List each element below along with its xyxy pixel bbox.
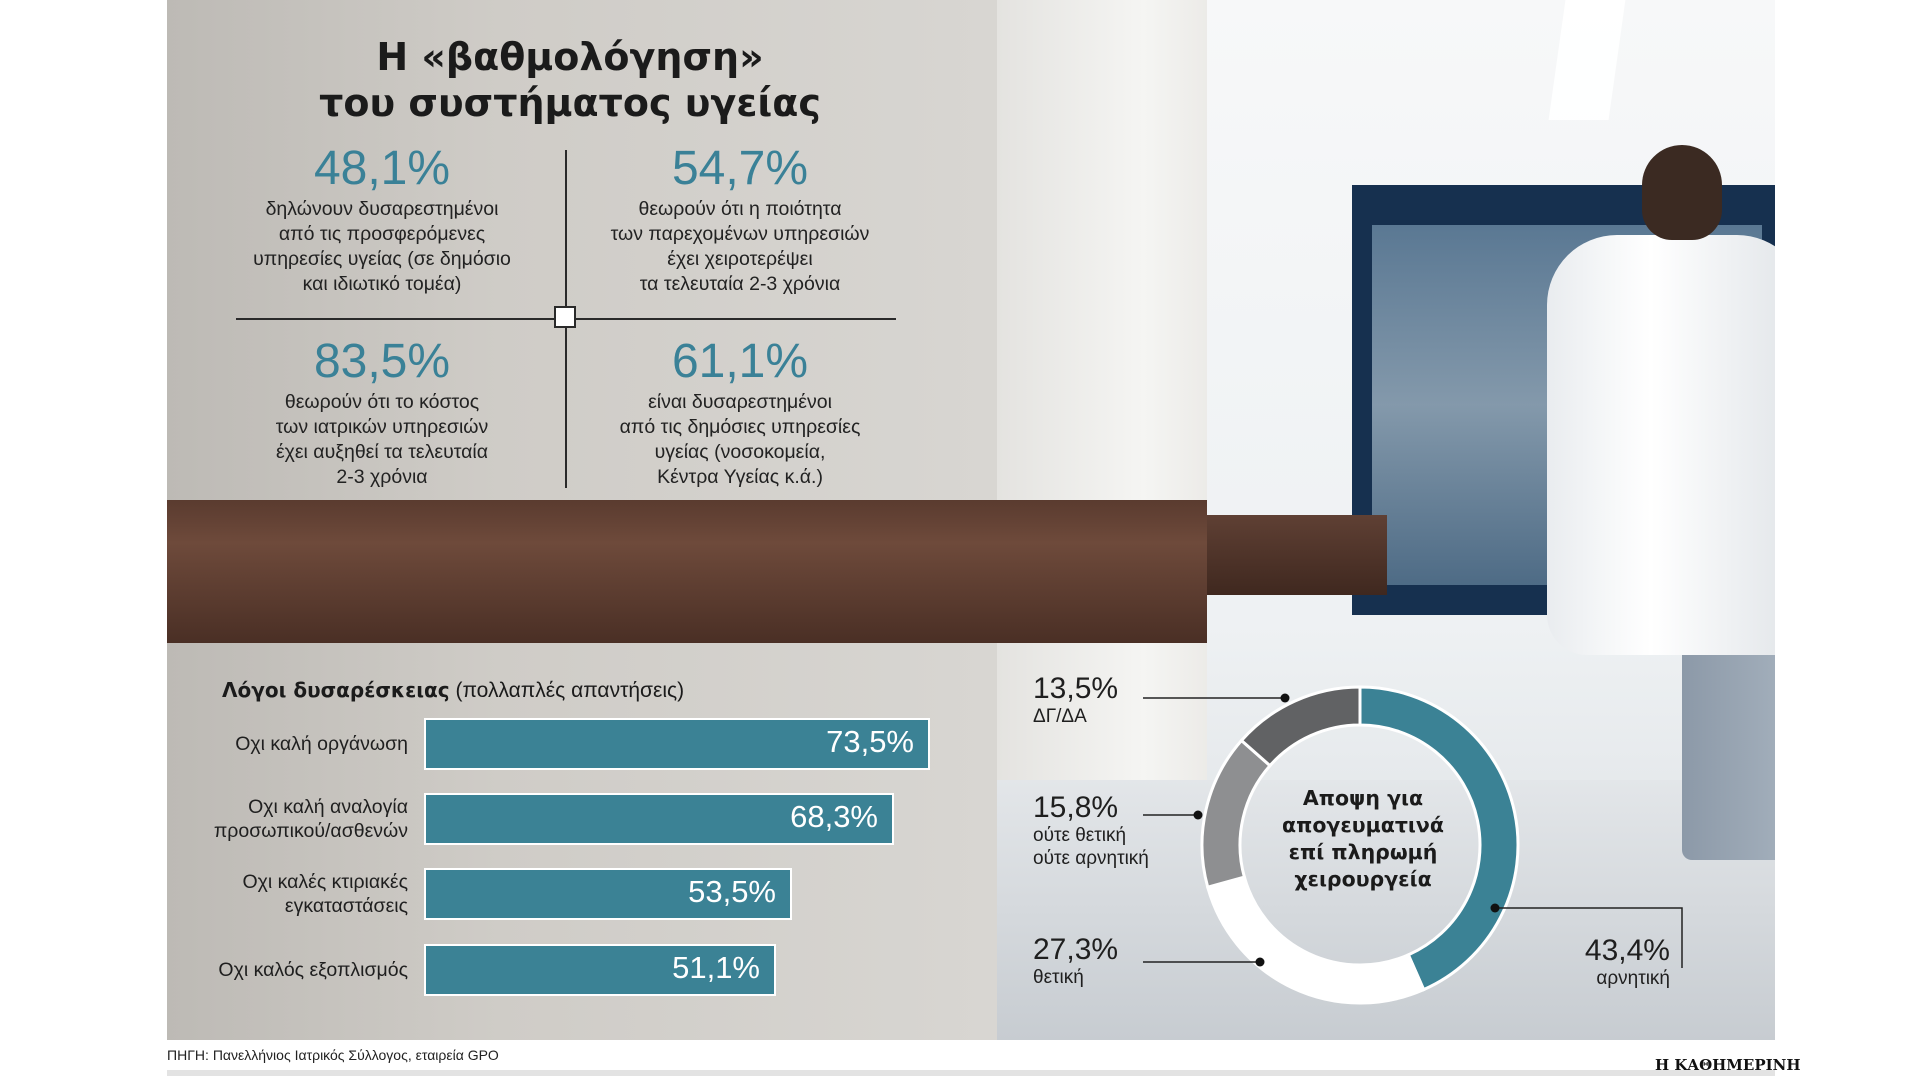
donut-slice-value: 27,3% (1033, 933, 1119, 966)
stat-dissatisfied-services: 48,1% δηλώνουν δυσαρεστημένοι από τις πρ… (202, 143, 562, 297)
bar-value-label: 53,5% (688, 874, 776, 909)
donut-slice-category: ΔΓ/ΔΑ (1033, 706, 1087, 727)
stat-description: δηλώνουν δυσαρεστημένοι από τις προσφερό… (253, 198, 511, 295)
bar-value-label: 73,5% (826, 724, 914, 759)
donut-slice-label: 27,3% θετική (1033, 934, 1233, 989)
stat-value: 83,5% (313, 335, 451, 388)
stat-description: είναι δυσαρεστημένοι από τις δημόσιες υπ… (619, 391, 861, 488)
source-note: ΠΗΓΗ: Πανελλήνιος Ιατρικός Σύλλογος, ετα… (167, 1047, 499, 1063)
donut-slice-category: ούτε θετική (1033, 825, 1127, 846)
donut-slice-label: 13,5% ΔΓ/ΔΑ (1033, 673, 1233, 728)
bar-chart-subtitle: (πολλαπλές απαντήσεις) (455, 679, 685, 702)
main-title-line-2: του συστήματος υγείας (319, 81, 821, 125)
stat-value: 54,7% (671, 142, 809, 195)
bar: 51,1% (424, 944, 776, 996)
donut-center-title: Αποψη για απογευματινά επί πληρωμή χειρο… (1282, 786, 1444, 891)
donut-slice-category: ούτε αρνητική (1033, 848, 1149, 869)
stat-quality-worsened: 54,7% θεωρούν ότι η ποιότητα των παρεχομ… (560, 143, 920, 297)
stat-dissatisfied-public: 61,1% είναι δυσαρεστημένοι από τις δημόσ… (560, 336, 920, 490)
main-title-line-1: Η «βαθμολόγηση» (376, 35, 764, 79)
bar: 73,5% (424, 718, 930, 770)
doctor-legs (1682, 640, 1775, 860)
stat-description: θεωρούν ότι το κόστος των ιατρικών υπηρε… (275, 391, 489, 488)
doctor-coat (1547, 235, 1775, 655)
stat-value: 61,1% (671, 335, 809, 388)
donut-slice-category: θετική (1033, 967, 1084, 988)
background-photo (167, 0, 1775, 1040)
quadrant-center-marker (554, 306, 576, 328)
donut-slice (1239, 685, 1362, 768)
bar-category-label: Οχι καλές κτιριακές εγκαταστάσεις (242, 871, 408, 917)
donut-slice-category: αρνητική (1596, 968, 1670, 989)
bar-category-label: Οχι καλή αναλογία προσωπικού/ασθενών (213, 796, 408, 842)
bar: 68,3% (424, 793, 894, 845)
bar-value-label: 51,1% (672, 950, 760, 985)
bar-value-label: 68,3% (790, 799, 878, 834)
doctor-head (1642, 145, 1722, 240)
donut-slice-value: 15,8% (1033, 791, 1119, 824)
stat-cost-increased: 83,5% θεωρούν ότι το κόστος των ιατρικών… (202, 336, 562, 490)
stat-description: θεωρούν ότι η ποιότητα των παρεχομένων υ… (610, 198, 870, 295)
donut-chart (1200, 685, 1520, 1005)
donut-slice-value: 13,5% (1033, 672, 1119, 705)
bar-chart-title: Λόγοι δυσαρέσκειας (πολλαπλές απαντήσεις… (222, 678, 685, 702)
bar: 53,5% (424, 868, 792, 920)
bar-category-label: Οχι καλός εξοπλισμός (218, 959, 408, 981)
bar-category-label: Οχι καλή οργάνωση (235, 733, 408, 755)
donut-slice (1205, 875, 1426, 1005)
donut-slice (1358, 685, 1520, 992)
publisher-brand: Η ΚΑΘΗΜΕΡΙΝΗ (1655, 1056, 1801, 1074)
footer-rule (167, 1070, 1775, 1076)
donut-slice-value: 43,4% (1584, 934, 1670, 967)
donut-slice-label: 43,4% αρνητική (1570, 935, 1670, 990)
wall-handrail-far (1207, 515, 1387, 595)
stat-value: 48,1% (313, 142, 451, 195)
wall-handrail (167, 500, 1207, 643)
donut-slice-label: 15,8% ούτε θετική ούτε αρνητική (1033, 792, 1233, 870)
